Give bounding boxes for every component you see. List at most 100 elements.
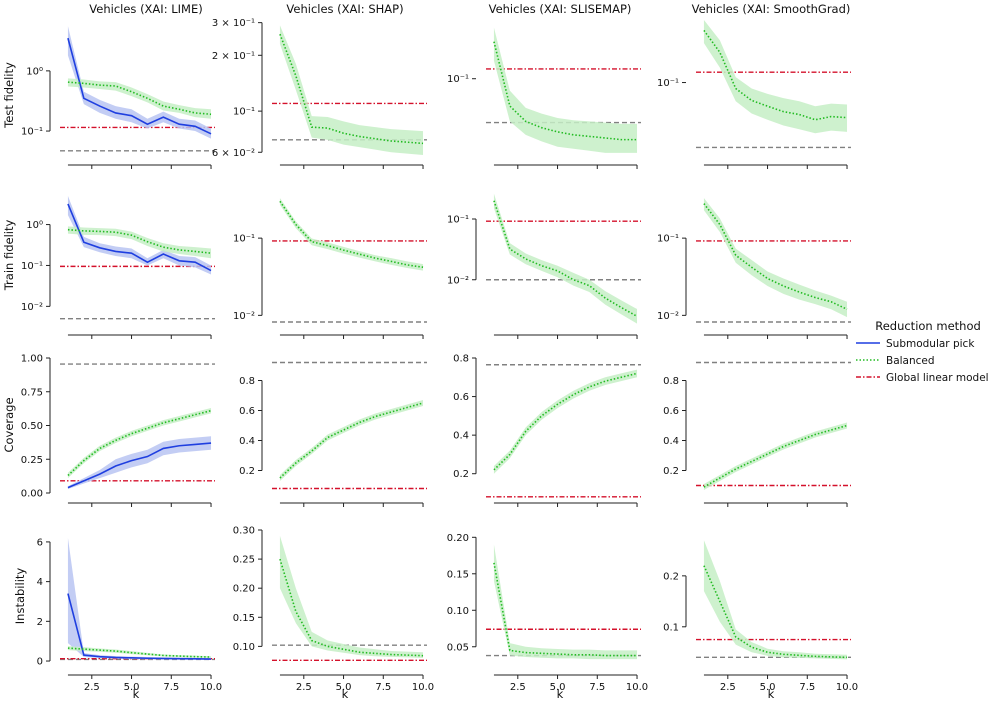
- x-tick-label: 10.0: [200, 682, 222, 693]
- y-tick-label: 10⁻¹: [447, 74, 469, 85]
- y-tick-label: 10⁻²: [21, 302, 43, 313]
- balanced-confidence-band: [279, 198, 424, 271]
- y-tick-label: 0.2: [663, 571, 679, 582]
- balanced-series-line: [279, 200, 424, 269]
- panel-coverage-smoothgrad: 0.2 0.4 0.6 0.8: [663, 361, 851, 507]
- y-tick-label: 0: [37, 657, 43, 668]
- legend-label-global: Global linear model: [886, 372, 989, 384]
- legend-label-submodular: Submodular pick: [886, 338, 975, 350]
- panel-test-fidelity-shap: 6 × 10⁻² 10⁻¹ 2 × 10⁻¹ 3 × 10⁻¹: [212, 18, 427, 169]
- panel-coverage-lime: 0.00 0.25 0.50 0.75 1.00: [21, 354, 215, 507]
- balanced-confidence-band: [703, 198, 848, 318]
- y-tick-label: 0.15: [447, 569, 469, 580]
- row-label-train-fidelity: Train fidelity: [2, 220, 16, 292]
- x-axis-label-col-3: k: [557, 687, 564, 701]
- balanced-confidence-band: [279, 535, 424, 659]
- y-tick-label: 10⁻¹: [657, 234, 679, 245]
- y-tick-label: 6: [37, 537, 43, 548]
- y-tick-label: 10⁻¹: [657, 78, 679, 89]
- x-tick-label: 2.5: [510, 682, 526, 693]
- y-tick-label: 0.8: [453, 354, 469, 365]
- y-tick-label: 0.00: [21, 489, 43, 500]
- y-tick-label: 0.30: [233, 526, 255, 537]
- balanced-confidence-band: [493, 27, 638, 153]
- balanced-confidence-band: [493, 193, 638, 324]
- y-tick-label: 0.20: [447, 533, 469, 544]
- y-tick-label: 10⁻¹: [21, 261, 43, 272]
- legend: Reduction method Submodular pick Balance…: [856, 319, 989, 384]
- submodular-pick-series-line: [67, 442, 212, 489]
- column-title-shap: Vehicles (XAI: SHAP): [286, 2, 403, 16]
- y-tick-label: 10⁰: [26, 66, 43, 77]
- balanced-series-line: [703, 203, 848, 310]
- panel-instability-shap: 2.5 5.0 7.5 10.0 0.10 0.15 0.20 0.25 0.30: [233, 526, 434, 694]
- submodular-pick-series-line: [67, 37, 212, 135]
- panel-coverage-shap: 0.2 0.4 0.6 0.8: [239, 361, 427, 507]
- balanced-series-line: [67, 647, 212, 658]
- balanced-confidence-band: [703, 422, 848, 490]
- x-tick-label: 2.5: [720, 682, 736, 693]
- y-tick-label: 0.2: [663, 466, 679, 477]
- panel-test-fidelity-smoothgrad: 10⁻¹: [657, 20, 851, 169]
- x-tick-label: 2.5: [84, 682, 100, 693]
- panel-test-fidelity-slisemap: 10⁻¹: [447, 27, 641, 169]
- y-tick-label: 0.6: [453, 392, 469, 403]
- y-tick-label: 10⁻¹: [447, 214, 469, 225]
- panel-coverage-slisemap: 0.2 0.4 0.6 0.8: [453, 354, 641, 507]
- y-tick-label: 10⁻²: [233, 311, 255, 322]
- y-tick-label: 10⁰: [26, 220, 43, 231]
- balanced-confidence-band: [493, 369, 638, 474]
- y-tick-label: 0.8: [239, 376, 255, 387]
- y-tick-label: 0.6: [239, 406, 255, 417]
- column-title-slisemap: Vehicles (XAI: SLISEMAP): [489, 2, 632, 16]
- row-labels: Test fidelity Train fidelity Coverage In…: [2, 62, 27, 624]
- y-tick-label: 0.6: [663, 406, 679, 417]
- y-tick-label: 10⁻²: [447, 275, 469, 286]
- y-tick-label: 2 × 10⁻¹: [212, 51, 255, 62]
- y-tick-label: 0.15: [233, 613, 255, 624]
- x-tick-label: 10.0: [626, 682, 648, 693]
- balanced-confidence-band: [703, 540, 848, 660]
- balanced-series-line: [279, 33, 424, 145]
- x-axis-label-col-1: k: [133, 687, 140, 701]
- column-title-lime: Vehicles (XAI: LIME): [89, 2, 202, 16]
- balanced-confidence-band: [279, 25, 424, 155]
- y-tick-label: 10⁻¹: [21, 127, 43, 138]
- y-tick-label: 10⁻¹: [233, 234, 255, 245]
- y-tick-label: 0.2: [239, 466, 255, 477]
- x-tick-label: 7.5: [163, 682, 179, 693]
- y-tick-label: 3 × 10⁻¹: [212, 18, 255, 29]
- panel-train-fidelity-shap: 10⁻² 10⁻¹: [233, 198, 427, 339]
- y-tick-label: 10⁻¹: [233, 107, 255, 118]
- balanced-confidence-band: [493, 544, 638, 660]
- balanced-confidence-band: [67, 646, 212, 658]
- y-tick-label: 2: [37, 617, 43, 628]
- x-tick-label: 10.0: [412, 682, 434, 693]
- y-tick-label: 0.1: [663, 622, 679, 633]
- balanced-confidence-band: [67, 78, 212, 119]
- submodular-pick-series-line: [67, 203, 212, 272]
- submodular-pick-series-line: [67, 593, 212, 660]
- x-tick-label: 10.0: [836, 682, 858, 693]
- balanced-series-line: [703, 29, 848, 121]
- panel-train-fidelity-slisemap: 10⁻² 10⁻¹: [447, 193, 641, 339]
- panel-test-fidelity-lime: 10⁻¹ 10⁰: [21, 26, 215, 169]
- x-tick-label: 7.5: [589, 682, 605, 693]
- x-axis-label-col-2: k: [342, 687, 349, 701]
- balanced-confidence-band: [279, 400, 424, 481]
- legend-label-balanced: Balanced: [886, 355, 935, 367]
- x-tick-label: 7.5: [375, 682, 391, 693]
- x-tick-label: 5.0: [760, 682, 776, 693]
- y-tick-label: 0.75: [21, 387, 43, 398]
- x-tick-label: 5.0: [550, 682, 566, 693]
- submodular-confidence-band: [67, 26, 212, 139]
- y-tick-label: 10⁻²: [657, 311, 679, 322]
- row-label-instability: Instability: [13, 568, 27, 625]
- column-titles: Vehicles (XAI: LIME) Vehicles (XAI: SHAP…: [89, 2, 850, 16]
- y-tick-label: 0.8: [663, 376, 679, 387]
- x-axis-labels: k k k k: [133, 687, 775, 701]
- balanced-series-line: [493, 562, 638, 657]
- x-axis-label-col-4: k: [768, 687, 775, 701]
- balanced-series-line: [279, 558, 424, 657]
